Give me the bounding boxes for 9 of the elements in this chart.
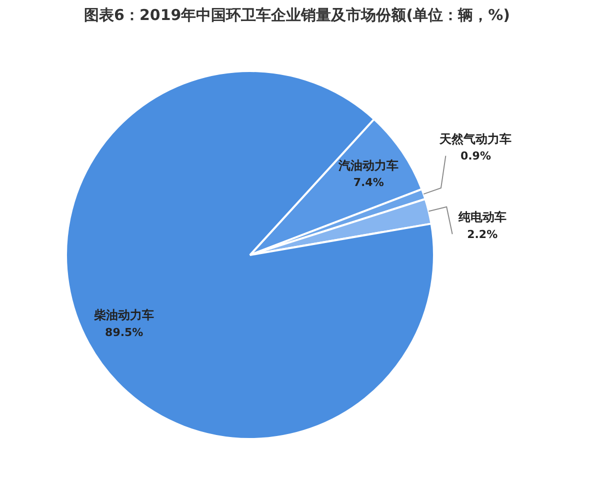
data-label: 0.9% [460,150,491,163]
slice-label: 天然气动力车 [438,132,512,146]
slice-label: 汽油动力车 [338,158,399,172]
data-label: 2.2% [467,228,498,241]
chart-title: 图表6：2019年中国环卫车企业销量及市场份额(单位：辆，%) [83,6,511,25]
slice-label: 柴油动力车 [93,308,154,322]
slice-label: 纯电动车 [457,210,506,224]
data-label: 89.5% [105,326,144,339]
data-label: 7.4% [353,176,384,190]
